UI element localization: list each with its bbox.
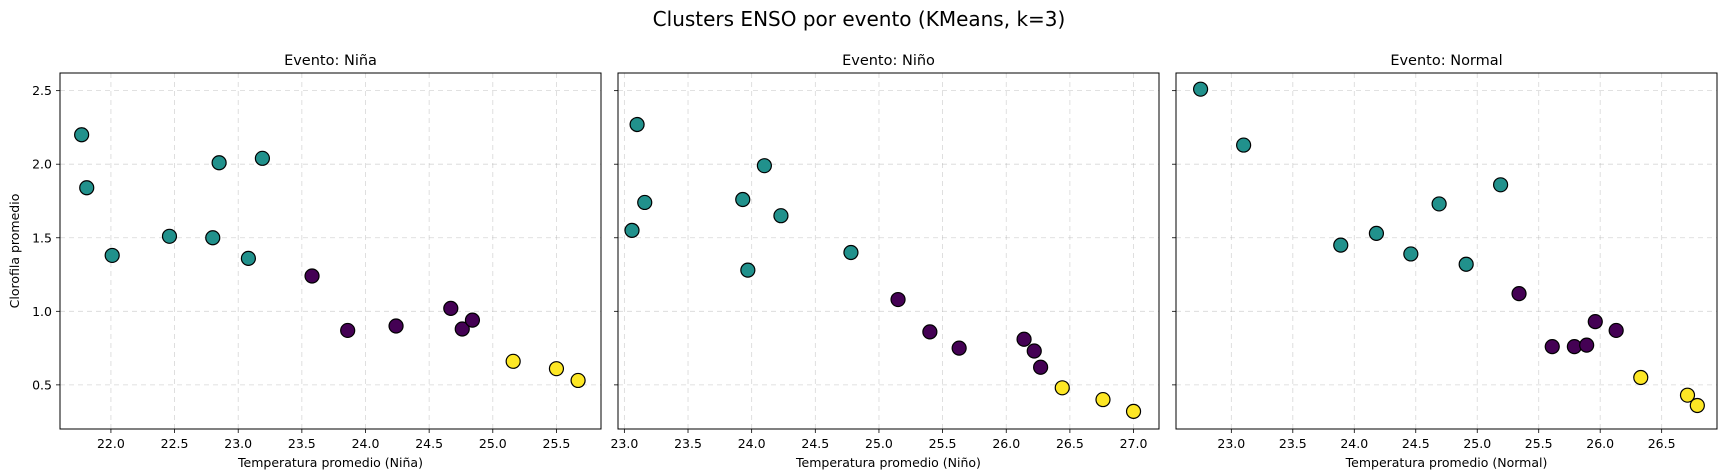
data-point-cluster-1 [740,262,756,278]
data-point-cluster-0 [1033,359,1049,375]
x-tick-label: 24.0 [352,436,380,451]
axes-frame [1175,72,1718,430]
data-point-cluster-1 [205,230,221,246]
subplot-1: 22.0 22.5 23.0 23.5 24.0 24.5 25.0 25.5 0.5 1.0 1.… [7,53,602,470]
data-point-cluster-1 [637,194,653,211]
data-point-cluster-1 [624,222,640,239]
data-point-cluster-1 [1368,225,1385,241]
data-point-cluster-2 [1679,387,1696,403]
data-point-cluster-0 [1511,286,1527,302]
y-tick-label: 1.5 [32,230,52,245]
data-point-cluster-1 [735,191,751,208]
x-tick-label: 26.5 [1056,436,1084,451]
x-tick-label: 25.0 [1463,436,1491,451]
data-point-cluster-1 [254,150,270,166]
y-tick-label: 2.5 [32,83,52,98]
x-tick-label: 23.0 [224,436,252,451]
y-axis-label: Clorofila promedio [7,194,22,309]
data-point-cluster-1 [1192,81,1209,97]
data-point-cluster-0 [1544,339,1560,355]
subplot-2: 23.0 23.5 24.0 24.5 25.0 25.5 26.0 26.5 27.0 Even… [610,53,1160,470]
data-point-cluster-0 [464,312,481,328]
x-tick-label: 25.5 [929,436,957,451]
data-point-cluster-0 [922,324,938,340]
data-point-cluster-0 [1026,343,1042,359]
x-tick-label: 24.0 [1340,436,1368,451]
data-point-cluster-2 [505,353,521,369]
subplot-title: Evento: Normal [1390,53,1502,69]
data-point-cluster-1 [79,180,95,196]
x-tick-label: 26.0 [992,436,1020,451]
x-tick-label: 23.0 [1217,436,1245,451]
data-point-cluster-0 [454,321,470,337]
data-point-cluster-0 [890,291,906,308]
axes-frame [617,72,1160,430]
x-tick-label: 22.5 [161,436,189,451]
x-tick-label: 25.0 [479,436,507,451]
data-point-cluster-1 [1492,177,1509,193]
x-tick-label: 24.0 [738,436,766,451]
data-point-cluster-1 [104,247,120,264]
data-point-cluster-0 [1587,314,1603,330]
data-point-cluster-1 [629,116,645,133]
x-axis-label: Temperatura promedio (Niño) [795,455,981,470]
y-tick-label: 2.0 [32,157,52,172]
data-point-cluster-2 [1054,380,1070,396]
x-tick-label: 25.5 [1525,436,1553,451]
data-point-cluster-1 [1333,237,1349,253]
data-point-cluster-2 [570,372,586,389]
subplot-3: 23.0 23.5 24.0 24.5 25.0 25.5 26.0 26.5 Evento: … [1172,53,1718,470]
x-tick-label: 23.5 [674,436,702,451]
data-point-cluster-1 [1403,246,1419,262]
data-point-cluster-2 [1689,397,1705,414]
x-axis-label: Temperatura promedio (Niña) [237,455,423,470]
x-tick-label: 23.0 [610,436,638,451]
data-point-cluster-1 [773,208,789,224]
data-point-cluster-0 [388,318,404,334]
data-point-cluster-1 [756,158,772,174]
data-point-cluster-0 [1579,337,1595,353]
data-point-cluster-0 [1608,322,1624,339]
data-point-cluster-2 [548,361,565,377]
x-tick-label: 24.5 [1402,436,1430,451]
data-point-cluster-0 [304,268,320,284]
data-point-cluster-1 [240,250,256,266]
figure-title: Clusters ENSO por evento (KMeans, k=3) [653,7,1066,31]
y-tick-label: 1.0 [32,304,52,319]
x-tick-label: 23.5 [288,436,316,451]
x-tick-label: 24.5 [415,436,443,451]
y-tick-label: 0.5 [32,377,52,392]
x-tick-label: 26.5 [1648,436,1676,451]
x-tick-label: 23.5 [1279,436,1307,451]
x-tick-label: 24.5 [801,436,829,451]
data-point-cluster-1 [843,244,859,261]
x-tick-label: 22.0 [97,436,125,451]
data-point-cluster-0 [951,340,967,356]
subplot-title: Evento: Niño [842,53,935,69]
axes-frame [59,72,602,430]
data-point-cluster-1 [1458,256,1474,272]
data-point-cluster-2 [1125,403,1142,419]
data-point-cluster-1 [1236,137,1252,153]
data-point-cluster-1 [1431,196,1447,212]
x-tick-label: 27.0 [1120,436,1148,451]
data-point-cluster-0 [340,322,356,339]
data-point-cluster-2 [1095,391,1111,408]
data-point-cluster-1 [211,155,227,171]
x-axis-label: Temperatura promedio (Normal) [1345,455,1548,470]
x-tick-label: 26.0 [1586,436,1614,451]
x-tick-label: 25.5 [543,436,571,451]
data-point-cluster-0 [443,300,459,316]
data-point-cluster-0 [1016,331,1032,347]
x-tick-label: 25.0 [865,436,893,451]
data-point-cluster-1 [74,127,90,143]
data-point-cluster-2 [1633,369,1649,386]
subplot-title: Evento: Niña [284,53,377,69]
data-point-cluster-1 [161,228,178,244]
